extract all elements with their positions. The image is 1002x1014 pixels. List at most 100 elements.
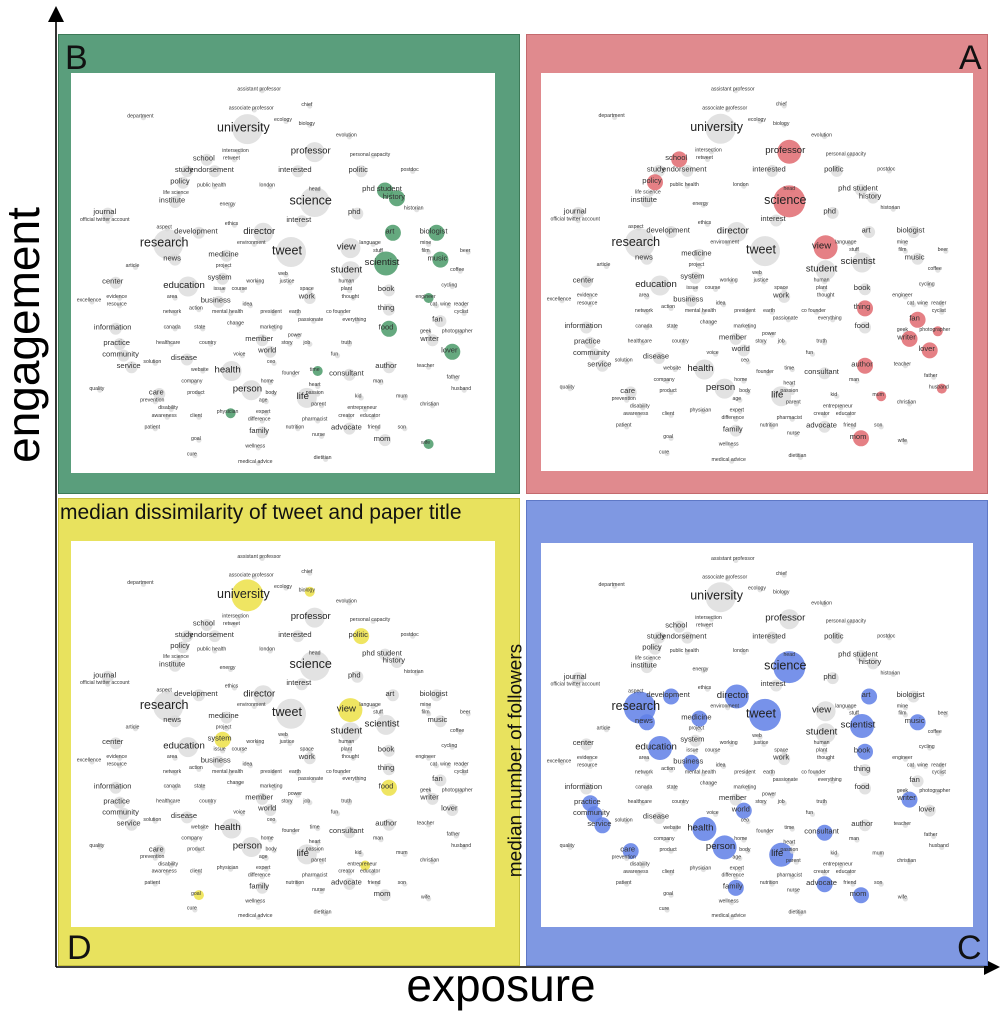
term-label-company: company: [181, 378, 202, 384]
term-label-system: system: [208, 273, 232, 282]
term-label-educator: educator: [360, 869, 380, 875]
term-bubble-pharmacist: [315, 418, 321, 424]
term-label-website: website: [191, 824, 209, 830]
term-label-awareness: awareness: [623, 869, 648, 875]
term-bubble-scientist: [374, 251, 398, 276]
term-bubble-consultant: [816, 824, 833, 841]
term-bubble-information: [580, 321, 593, 334]
term-bubble-website: [672, 366, 678, 373]
term-bubble-network: [172, 770, 178, 776]
term-label-person: person: [233, 840, 262, 851]
term-label-wife: wife: [421, 440, 430, 446]
term-label-history: history: [383, 656, 406, 665]
term-bubble-fun: [334, 353, 341, 359]
term-bubble-public-health: [212, 184, 218, 190]
term-bubble-nutrition: [295, 881, 301, 887]
term-bubble-view: [815, 701, 836, 722]
term-label-family: family: [723, 424, 743, 433]
term-bubble-writer: [426, 334, 439, 347]
term-label-care: care: [620, 845, 635, 854]
term-label-mine: mine: [897, 239, 908, 245]
term-label-passionate: passionate: [773, 777, 798, 783]
term-bubble-ecology: [283, 585, 289, 591]
term-label-development: development: [646, 226, 690, 235]
term-bubble-advocate: [343, 422, 356, 435]
panel-b-map: assistant professor associate professor ch…: [71, 73, 495, 473]
term-label-policy: policy: [170, 641, 190, 650]
term-bubble-work: [303, 752, 316, 765]
term-bubble-news: [169, 715, 182, 728]
term-bubble-thing: [859, 764, 871, 777]
term-bubble-chief: [781, 103, 787, 109]
term-bubble-creator: [346, 414, 352, 420]
term-bubble-pharmacist: [789, 416, 795, 422]
term-bubble-ethics: [704, 686, 711, 692]
term-bubble-kid: [358, 395, 364, 401]
term-label-view: view: [812, 705, 831, 716]
term-bubble-justice: [287, 280, 293, 286]
term-label-cure: cure: [187, 451, 197, 457]
term-label-head: head: [784, 652, 796, 658]
term-label-music: music: [905, 716, 925, 725]
term-label-writer: writer: [419, 334, 439, 343]
term-label-care: care: [149, 388, 164, 397]
term-bubble-evidence: [117, 295, 123, 301]
term-label-passionate: passionate: [298, 317, 323, 323]
term-bubble-official-twitter-account: [575, 682, 581, 689]
term-bubble-educator: [846, 412, 852, 418]
term-label-interested: interested: [752, 631, 785, 640]
term-bubble-coffee: [935, 267, 941, 273]
term-bubble-postdoc: [886, 635, 892, 641]
term-label-student: student: [806, 264, 838, 275]
term-label-evidence: evidence: [577, 293, 598, 299]
term-label-network: network: [163, 309, 182, 315]
term-bubble-community: [117, 807, 130, 820]
term-bubble-patient: [624, 881, 630, 887]
term-label-heart: heart: [783, 840, 795, 846]
term-label-expert: expert: [256, 409, 271, 415]
term-bubble-disability: [640, 405, 646, 411]
term-label-age: age: [732, 396, 741, 402]
term-label-company: company: [654, 377, 675, 383]
term-label-writer: writer: [896, 333, 916, 342]
term-label-man: man: [849, 377, 859, 383]
panel-c-map: assistant professor associate professor ch…: [541, 543, 973, 927]
term-bubble-language: [370, 703, 376, 709]
term-label-education: education: [163, 280, 205, 291]
term-label-story: story: [281, 340, 293, 346]
term-bubble-website: [200, 368, 206, 374]
term-bubble-food: [859, 321, 871, 334]
term-bubble-family: [256, 881, 269, 894]
term-label-mental-health: mental health: [212, 769, 243, 775]
term-label-wellness: wellness: [245, 898, 265, 904]
term-bubble-story: [287, 341, 293, 347]
term-label-work: work: [772, 753, 789, 762]
term-bubble-thought: [350, 755, 356, 761]
term-bubble-president: [745, 309, 751, 315]
term-bubble-product: [668, 848, 674, 854]
term-bubble-system: [689, 271, 702, 284]
term-label-excellence: excellence: [77, 298, 102, 304]
term-label-father: father: [447, 832, 461, 838]
term-bubble-awareness: [636, 870, 642, 876]
term-bubble-consultant: [343, 826, 356, 839]
term-label-film: film: [422, 248, 430, 254]
term-label-project: project: [689, 726, 705, 732]
term-bubble-phd: [826, 206, 839, 219]
term-label-earth: earth: [289, 309, 301, 315]
term-label-student: student: [331, 726, 363, 737]
term-label-action: action: [189, 305, 203, 311]
term-label-university: university: [217, 587, 271, 601]
term-bubble-ethics: [231, 222, 238, 228]
term-bubble-medicine: [691, 710, 708, 727]
term-bubble-canada: [644, 785, 650, 792]
term-label-justice: justice: [753, 740, 769, 746]
term-label-student: student: [331, 265, 363, 276]
term-label-healthcare: healthcare: [628, 799, 652, 805]
term-label-quality: quality: [560, 384, 575, 390]
term-bubble-action: [668, 767, 674, 773]
term-bubble-wellness: [729, 443, 735, 449]
term-label-department: department: [127, 580, 154, 586]
term-label-film: film: [422, 710, 430, 716]
term-label-associate-professor: associate professor: [702, 575, 747, 581]
